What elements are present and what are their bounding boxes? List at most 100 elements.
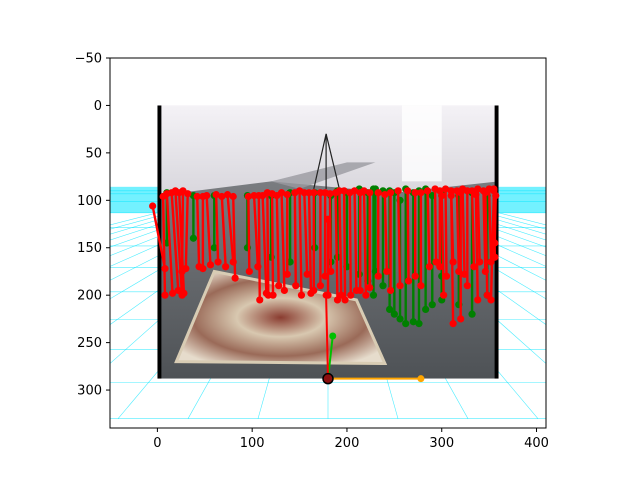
match-line [196, 196, 201, 267]
data-point [417, 189, 425, 197]
ground-grid-line [405, 190, 546, 230]
data-point [366, 189, 374, 197]
match-line [470, 190, 476, 267]
data-point [182, 265, 190, 273]
data-point [438, 191, 446, 200]
data-point [193, 192, 201, 201]
data-point [184, 190, 192, 198]
series-red [149, 185, 500, 328]
match-line [487, 188, 493, 263]
data-point [218, 192, 226, 201]
data-point [214, 258, 222, 266]
axes-frame [109, 57, 547, 429]
data-point [206, 261, 215, 269]
x-tick-label: 200 [335, 436, 360, 451]
data-point [180, 289, 188, 297]
data-point [386, 286, 395, 295]
series-layer [149, 185, 500, 328]
data-point [457, 189, 465, 197]
match-line [165, 193, 174, 294]
data-point [341, 296, 349, 304]
data-point [149, 202, 157, 210]
data-point [356, 286, 364, 295]
ground-grid-line [110, 190, 251, 230]
y-tick-label: 200 [77, 289, 102, 304]
match-line [275, 195, 280, 286]
match-line [489, 190, 496, 300]
data-point [394, 187, 402, 195]
data-point [283, 270, 291, 278]
camera-y-axis-tip [329, 332, 337, 340]
data-point [386, 189, 395, 197]
data-point [409, 318, 417, 326]
data-point [297, 291, 306, 299]
data-point [411, 189, 419, 197]
data-point [425, 263, 434, 271]
match-line [298, 190, 303, 296]
y-tick-label: 100 [77, 194, 102, 209]
x-axis: 0 100 200 300 400 [153, 428, 549, 451]
data-point [161, 291, 169, 299]
x-tick-label: 0 [153, 436, 161, 451]
y-tick-label: 0 [94, 99, 102, 114]
data-point [449, 320, 457, 328]
match-line [396, 190, 402, 286]
data-point [310, 286, 318, 295]
data-point [411, 272, 419, 280]
data-point [310, 189, 318, 197]
data-point [168, 289, 177, 297]
data-point [404, 277, 413, 285]
match-line [353, 190, 358, 291]
data-point [396, 282, 404, 290]
match-line [461, 188, 466, 275]
data-point [369, 291, 378, 299]
match-line [348, 192, 352, 296]
data-point [481, 189, 489, 197]
data-point [189, 234, 198, 242]
data-point [383, 267, 391, 276]
data-point [386, 305, 394, 314]
data-point [379, 282, 387, 290]
data-point [210, 244, 218, 252]
data-point [231, 274, 239, 282]
data-point [245, 267, 253, 276]
data-point [203, 191, 211, 200]
match-line [170, 192, 180, 291]
match-line [484, 192, 489, 296]
data-point [303, 270, 311, 278]
y-tick-label: 150 [77, 241, 102, 256]
data-point [442, 272, 451, 280]
y-tick-label: 50 [85, 146, 102, 161]
match-line [266, 192, 270, 296]
data-point [436, 263, 444, 271]
data-point [474, 296, 482, 304]
data-point [374, 189, 382, 197]
data-point [423, 187, 432, 195]
data-point [422, 305, 430, 314]
camera-origin [322, 372, 334, 385]
data-point [490, 187, 498, 195]
match-line [342, 190, 347, 300]
match-line [493, 195, 497, 244]
match-line [293, 192, 297, 286]
match-line [383, 194, 388, 272]
data-point [229, 192, 237, 201]
match-line [433, 188, 438, 262]
data-point [347, 291, 355, 299]
y-axis: −50 0 50 100 150 200 250 300 [75, 52, 110, 399]
match-line [151, 205, 167, 269]
data-point [212, 191, 220, 199]
data-point [390, 310, 398, 318]
match-line [476, 188, 481, 263]
match-line [214, 194, 220, 263]
data-point [256, 296, 264, 304]
match-line [440, 195, 445, 296]
match-line [174, 190, 184, 296]
data-point [447, 191, 455, 200]
data-point [199, 265, 207, 273]
data-point [275, 282, 283, 290]
match-line [455, 190, 460, 272]
data-point [280, 286, 288, 295]
match-line [328, 193, 333, 272]
